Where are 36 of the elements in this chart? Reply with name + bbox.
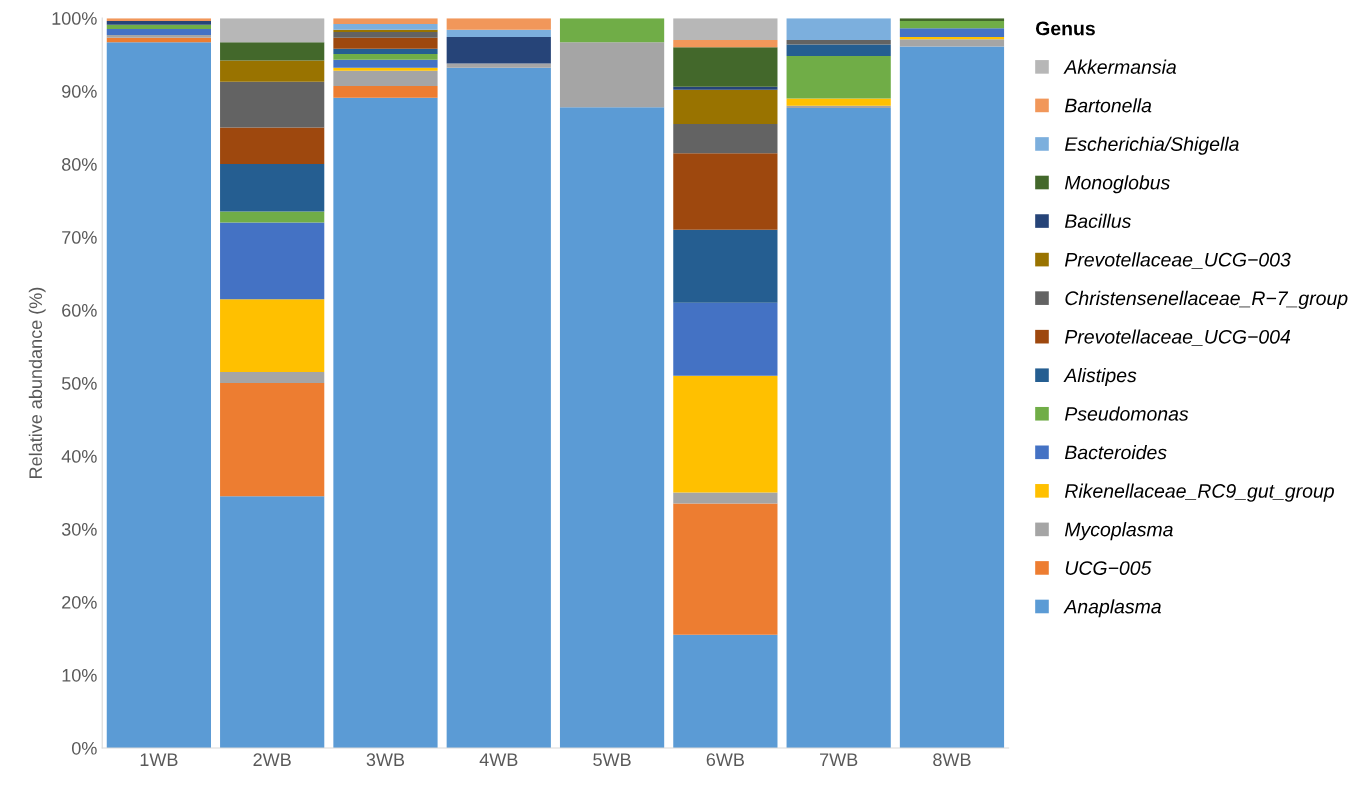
x-tick-label: 4WB xyxy=(479,753,518,766)
y-tick-label: 10% xyxy=(62,668,97,682)
legend-label: Christensenellaceae_R−7_group xyxy=(1065,290,1348,309)
y-tick-label: 20% xyxy=(62,595,97,609)
legend-label: Bacteroides xyxy=(1064,445,1167,460)
legend-label: Monoglobus xyxy=(1064,175,1170,194)
legend-label: UCG−005 xyxy=(1065,561,1152,575)
legend-label: Prevotellaceae_UCG−004 xyxy=(1064,329,1291,346)
y-axis-title: Relative abundance (%) xyxy=(28,287,46,478)
y-tick-label: 30% xyxy=(61,522,97,536)
legend-label: Pseudomonas xyxy=(1064,406,1189,421)
x-tick-label: 2WB xyxy=(253,753,291,766)
x-tick-label: 3WB xyxy=(366,753,405,767)
y-tick-label: 50% xyxy=(61,376,97,390)
y-tick-label: 0% xyxy=(71,741,97,755)
y-tick-label: 100% xyxy=(52,12,97,25)
legend-label: Akkermansia xyxy=(1063,59,1177,74)
x-tick-label: 6WB xyxy=(706,753,744,767)
legend-label: Rikenellaceae_RC9_gut_group xyxy=(1064,483,1334,502)
legend-label: Prevotellaceae_UCG−003 xyxy=(1064,252,1291,269)
y-tick-label: 70% xyxy=(62,231,97,244)
y-tick-label: 60% xyxy=(62,304,97,317)
legend-label: Escherichia/Shigella xyxy=(1064,136,1239,155)
x-tick-label: 5WB xyxy=(593,753,631,767)
x-tick-label: 8WB xyxy=(933,753,971,767)
legend-label: Mycoplasma xyxy=(1064,522,1173,541)
legend-label: Alistipes xyxy=(1063,367,1137,387)
x-tick-label: 7WB xyxy=(820,753,858,766)
legend-label: Bacillus xyxy=(1064,213,1131,229)
legend-label: Anaplasma xyxy=(1063,599,1161,618)
y-tick-label: 40% xyxy=(61,449,97,463)
y-tick-label: 90% xyxy=(62,85,97,98)
legend-title: Genus xyxy=(1035,21,1095,36)
legend-label: Bartonella xyxy=(1064,98,1152,113)
x-tick-label: 1WB xyxy=(140,753,178,766)
y-tick-label: 80% xyxy=(62,158,97,171)
